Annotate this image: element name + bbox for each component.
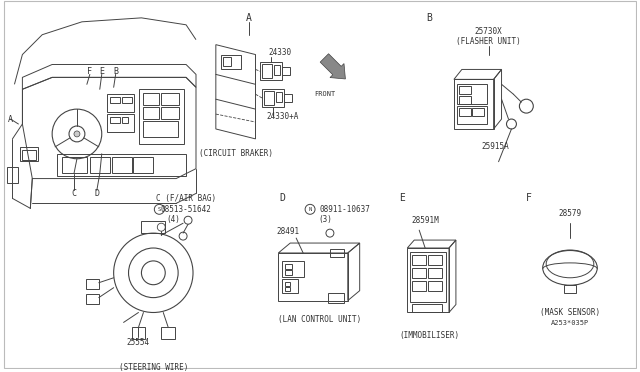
Text: 08513-51642: 08513-51642	[161, 205, 211, 214]
Bar	[122, 97, 131, 103]
Text: N: N	[308, 207, 312, 212]
Bar	[284, 94, 292, 102]
Bar	[328, 293, 344, 302]
Text: (IMMOBILISER): (IMMOBILISER)	[399, 331, 459, 340]
Bar	[285, 282, 290, 286]
Bar	[276, 92, 282, 102]
Text: 28579: 28579	[559, 209, 582, 218]
Text: 24330+A: 24330+A	[266, 112, 298, 121]
Bar	[428, 281, 442, 291]
Bar	[107, 94, 134, 112]
Text: 08911-10637: 08911-10637	[319, 205, 370, 214]
Bar	[109, 97, 120, 103]
Text: (3): (3)	[318, 215, 332, 224]
Text: C: C	[72, 189, 76, 198]
Bar	[428, 268, 442, 278]
Bar	[134, 157, 154, 173]
Bar	[459, 108, 471, 116]
Bar	[282, 67, 290, 76]
Text: A: A	[246, 13, 252, 23]
Bar	[282, 279, 298, 293]
Bar	[472, 108, 484, 116]
Bar	[412, 255, 426, 265]
Bar	[428, 255, 442, 265]
Bar	[285, 270, 292, 275]
Bar	[278, 253, 348, 301]
Bar	[260, 62, 282, 80]
Bar	[330, 249, 344, 257]
Text: S: S	[157, 207, 161, 212]
Bar	[107, 114, 134, 132]
Circle shape	[74, 131, 80, 137]
Bar	[457, 84, 486, 104]
Bar	[62, 157, 87, 173]
Bar	[412, 281, 426, 291]
Bar	[90, 157, 109, 173]
Text: (MASK SENSOR): (MASK SENSOR)	[540, 308, 600, 317]
Bar	[457, 106, 486, 124]
Bar	[282, 261, 304, 277]
Text: FRONT: FRONT	[314, 91, 335, 97]
Text: D: D	[94, 189, 99, 198]
Text: (CIRCUIT BRAKER): (CIRCUIT BRAKER)	[198, 149, 273, 158]
Bar	[143, 93, 159, 105]
Bar	[412, 304, 442, 311]
Bar	[161, 93, 179, 105]
Bar	[285, 287, 290, 291]
Bar	[20, 147, 38, 161]
Text: 25730X: 25730X	[475, 27, 502, 36]
Bar	[262, 64, 273, 78]
Text: 28491: 28491	[276, 227, 300, 235]
Bar	[459, 96, 471, 104]
Text: (STEERING WIRE): (STEERING WIRE)	[118, 363, 188, 372]
Bar	[285, 264, 292, 269]
Text: E: E	[399, 193, 405, 203]
Bar	[221, 55, 241, 70]
Text: D: D	[280, 193, 285, 203]
Text: A253*035P: A253*035P	[551, 320, 589, 326]
Text: E: E	[99, 67, 104, 76]
Bar	[140, 89, 184, 144]
Bar	[86, 279, 99, 289]
Bar	[407, 248, 449, 312]
Bar	[131, 327, 145, 339]
Text: B: B	[113, 67, 118, 76]
Bar	[141, 221, 165, 233]
Text: C (F/AIR BAG): C (F/AIR BAG)	[156, 194, 216, 203]
Bar	[410, 252, 446, 302]
Bar	[111, 157, 131, 173]
Bar	[6, 167, 19, 183]
Bar	[223, 57, 230, 67]
Bar	[122, 117, 127, 123]
Polygon shape	[320, 54, 346, 79]
Bar	[412, 268, 426, 278]
Text: A: A	[8, 115, 13, 124]
Bar	[22, 150, 36, 160]
Bar	[262, 89, 284, 107]
Bar	[143, 107, 159, 119]
Text: 24330: 24330	[269, 48, 292, 57]
Bar	[109, 117, 120, 123]
Bar	[161, 107, 179, 119]
Text: 28591M: 28591M	[412, 216, 439, 225]
Text: F: F	[87, 67, 92, 76]
Text: 25554: 25554	[127, 338, 150, 347]
Bar	[161, 327, 175, 339]
Text: (LAN CONTROL UNIT): (LAN CONTROL UNIT)	[278, 315, 362, 324]
Text: (4): (4)	[166, 215, 180, 224]
Bar	[564, 285, 576, 293]
Text: F: F	[525, 193, 531, 203]
Bar	[86, 294, 99, 304]
Text: B: B	[426, 13, 432, 23]
Bar	[143, 121, 178, 137]
Text: 25915A: 25915A	[482, 142, 509, 151]
Text: (FLASHER UNIT): (FLASHER UNIT)	[456, 37, 521, 46]
Bar	[454, 79, 493, 129]
Bar	[264, 91, 275, 105]
Bar	[275, 65, 280, 76]
Bar	[57, 154, 186, 176]
Bar	[459, 86, 471, 94]
